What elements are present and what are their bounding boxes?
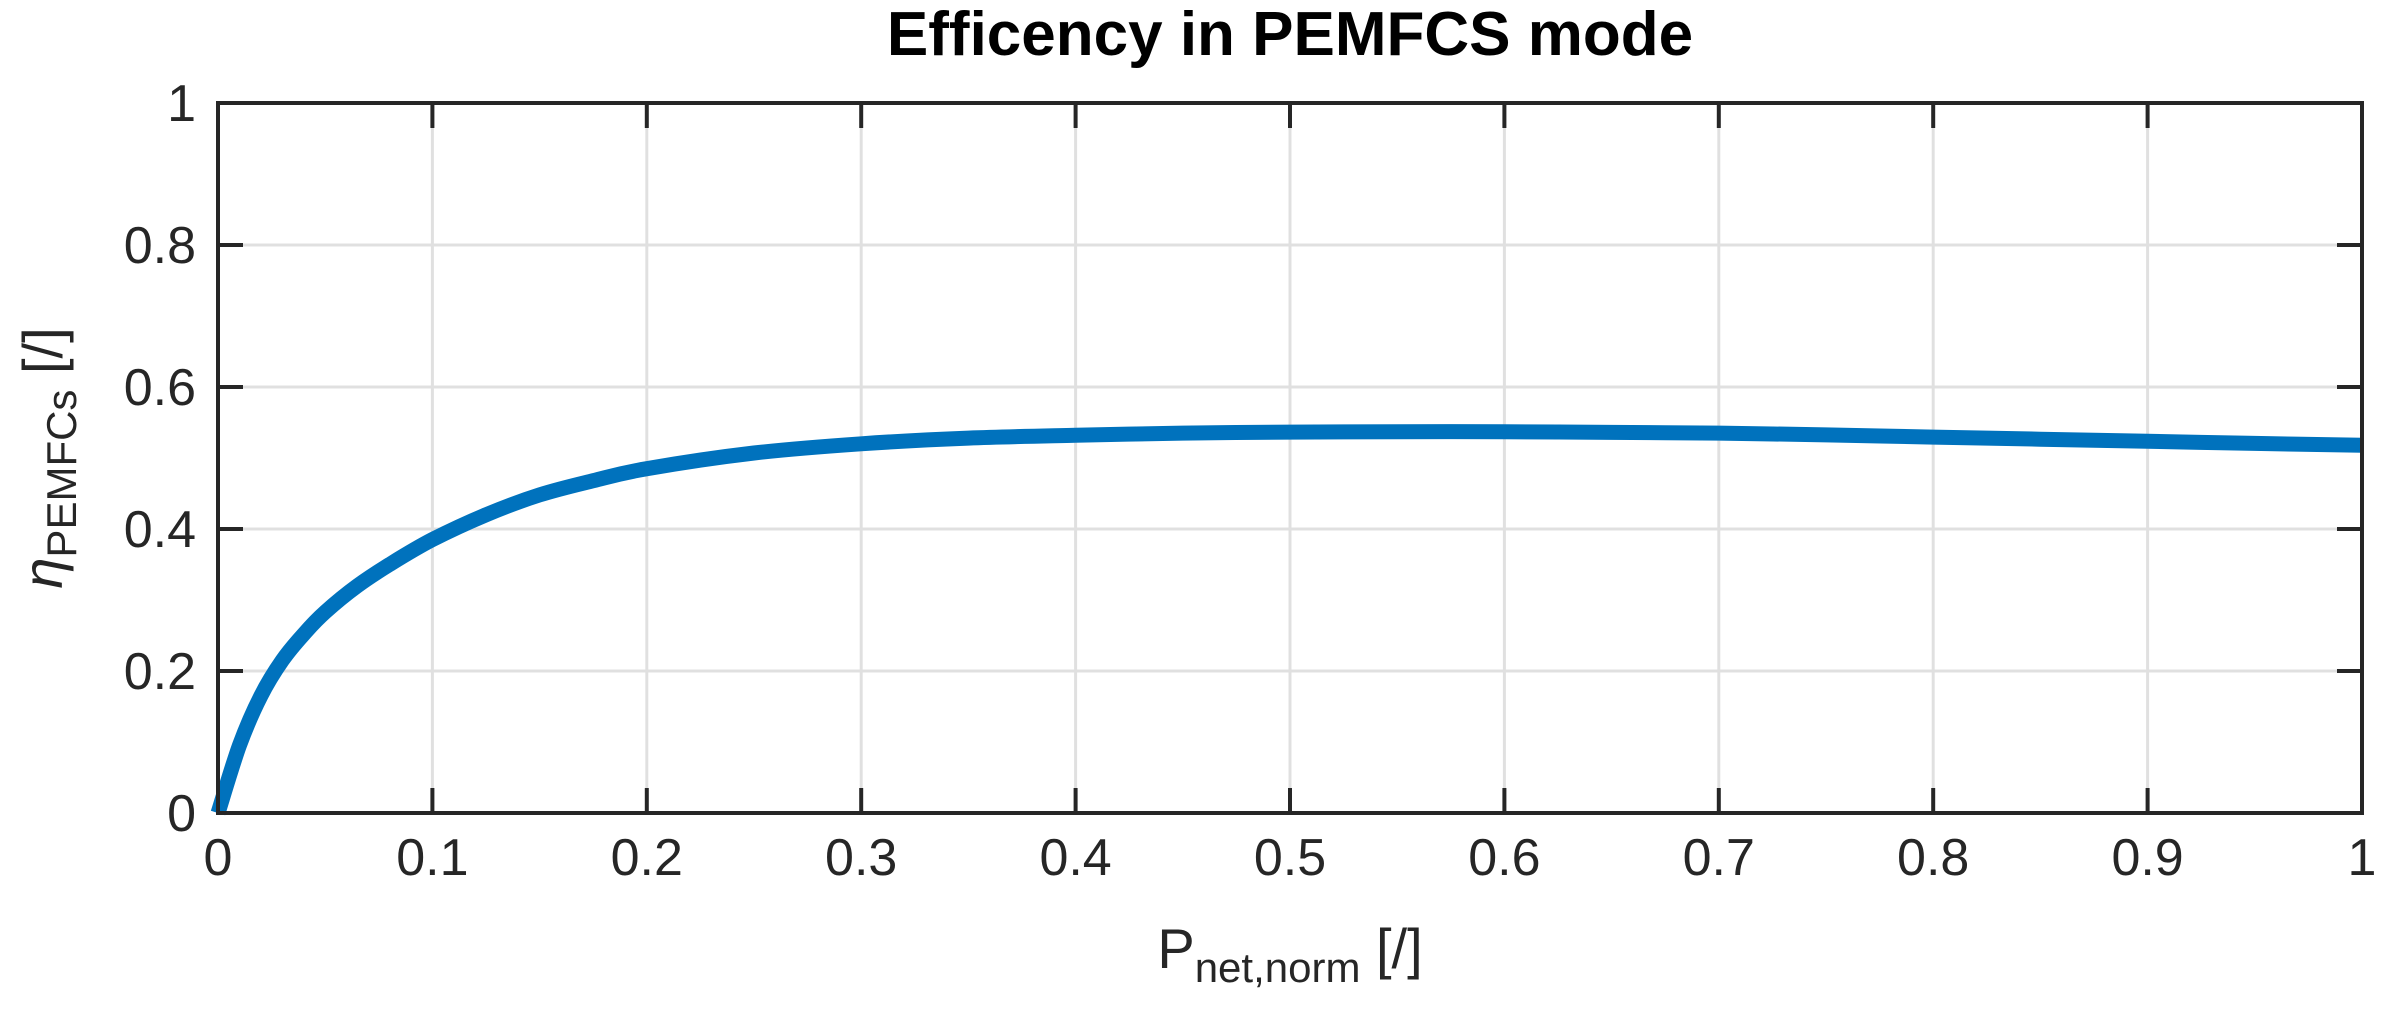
x-tick-label: 0.7 (1683, 829, 1755, 887)
gridlines (218, 103, 2362, 813)
x-tick-label: 0 (204, 829, 233, 887)
y-tick-labels: 0 0.2 0.4 0.6 0.8 1 (124, 75, 196, 843)
y-tick-label: 0.8 (124, 217, 196, 275)
y-tick-label: 0 (167, 785, 196, 843)
y-tick-label: 0.2 (124, 643, 196, 701)
x-tick-label: 0.1 (396, 829, 468, 887)
y-tick-label: 0.4 (124, 501, 196, 559)
tick-marks (216, 101, 2364, 815)
x-tick-label: 0.6 (1468, 829, 1540, 887)
y-tick-label: 1 (167, 75, 196, 133)
x-tick-labels: 0 0.1 0.2 0.3 0.4 0.5 0.6 0.7 0.8 0.9 1 (204, 829, 2377, 887)
chart-title: Efficency in PEMFCS mode (887, 0, 1693, 69)
efficiency-curve (210, 424, 2363, 816)
x-tick-label: 0.5 (1254, 829, 1326, 887)
x-tick-label: 0.4 (1039, 829, 1111, 887)
y-tick-label: 0.6 (124, 359, 196, 417)
y-axis-label: ηPEMFCs [/] (11, 327, 85, 588)
x-tick-label: 0.2 (611, 829, 683, 887)
x-tick-label: 0.9 (2111, 829, 2183, 887)
x-tick-label: 0.3 (825, 829, 897, 887)
x-tick-label: 1 (2348, 829, 2377, 887)
x-tick-label: 0.8 (1897, 829, 1969, 887)
x-axis-label: Pnet,norm [/] (1157, 917, 1422, 991)
